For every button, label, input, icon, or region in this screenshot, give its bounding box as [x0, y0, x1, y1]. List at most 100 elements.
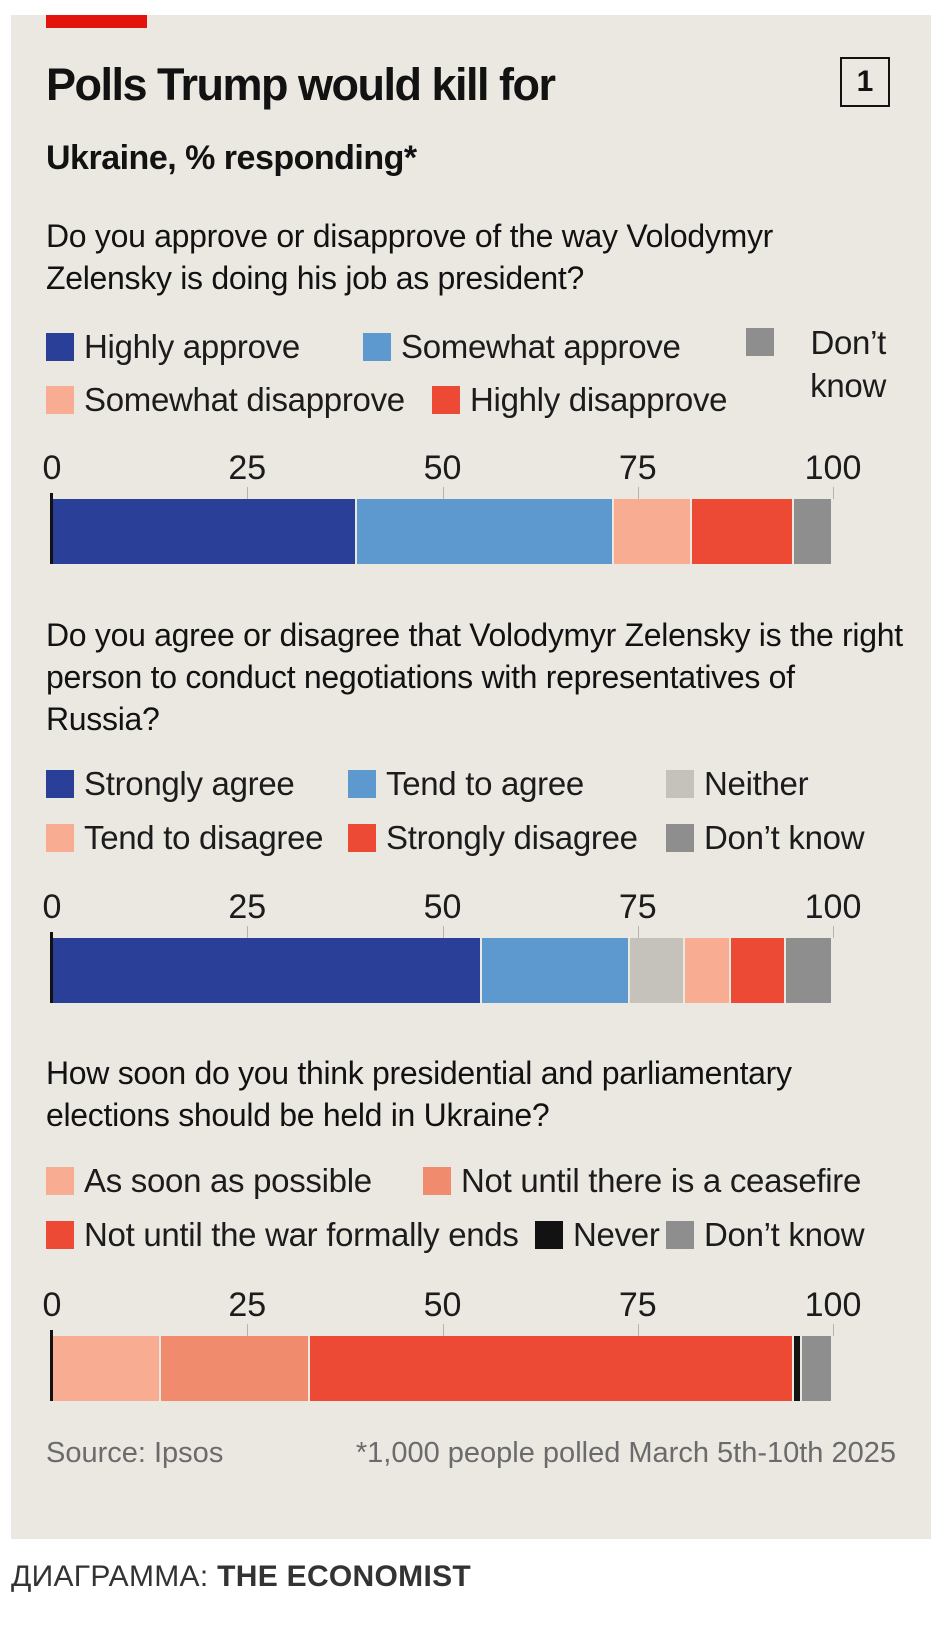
- footnote: *1,000 people polled March 5th-10th 2025: [355, 1437, 896, 1469]
- bar-segment: [52, 499, 355, 564]
- legend-item: Highly approve: [46, 328, 300, 366]
- brand-tab: [46, 15, 147, 28]
- legend-swatch: [666, 1221, 694, 1249]
- tick-label: 25: [228, 1286, 267, 1324]
- credit-name: THE ECONOMIST: [217, 1560, 472, 1593]
- bar-segment: [52, 1336, 160, 1401]
- poll-section-approval: Do you approve or disapprove of the way …: [11, 215, 931, 575]
- tick-label: 25: [228, 449, 267, 487]
- tick-label: 100: [804, 449, 862, 487]
- legend-item: Highly disapprove: [432, 381, 728, 419]
- tick-mark: [442, 926, 444, 938]
- legend-swatch: [363, 333, 391, 361]
- legend-swatch: [46, 1221, 74, 1249]
- tick-label: 75: [618, 888, 657, 926]
- legend-item: As soon as possible: [46, 1162, 372, 1200]
- legend-label: Strongly agree: [84, 765, 295, 802]
- tick-label: 100: [804, 888, 862, 926]
- tick-label: 50: [423, 449, 462, 487]
- stacked-bar: [11, 938, 931, 1003]
- poll-section-negotiations: Do you agree or disagree that Volodymyr …: [11, 614, 931, 1014]
- legend-swatch: [423, 1167, 451, 1195]
- legend-label: Not until the war formally ends: [84, 1216, 519, 1253]
- legend-swatch: [348, 770, 376, 798]
- bar-segment: [731, 938, 785, 1003]
- legend-swatch: [46, 1167, 74, 1195]
- legend-swatch: [46, 386, 74, 414]
- bar-segment: [481, 938, 628, 1003]
- bar-segment: [629, 938, 683, 1003]
- tick-mark: [833, 487, 834, 499]
- poll-section-elections: How soon do you think presidential and p…: [11, 1052, 931, 1412]
- legend-label: Neither: [704, 765, 809, 802]
- question-text: How soon do you think presidential and p…: [46, 1055, 792, 1133]
- zero-line: [50, 932, 53, 1003]
- legend-swatch: [535, 1221, 563, 1249]
- legend-item: Tend to agree: [348, 765, 584, 803]
- legend-swatch: [46, 770, 74, 798]
- legend-label: Not until there is a ceasefire: [461, 1162, 862, 1199]
- tick-label: 75: [618, 449, 657, 487]
- legend-label: Tend to disagree: [84, 819, 324, 856]
- tick-label: 50: [423, 888, 462, 926]
- credit-prefix: ДИАГРАММА:: [11, 1560, 218, 1593]
- legend-item: Never: [535, 1216, 660, 1254]
- legend-label: Highly approve: [84, 328, 300, 365]
- bar-axis: 0 25 50 75 100: [11, 888, 931, 1003]
- legend-swatch: [666, 824, 694, 852]
- chart-title: Polls Trump would kill for: [46, 59, 556, 110]
- tick-label: 75: [618, 1286, 657, 1324]
- legend-label: Highly disapprove: [470, 381, 728, 418]
- tick-mark: [247, 487, 249, 499]
- legend-label: Tend to agree: [386, 765, 584, 802]
- tick-mark: [637, 487, 639, 499]
- legend-item: Somewhat disapprove: [46, 381, 405, 419]
- legend-label: Don’t know: [704, 1216, 865, 1253]
- legend-label: Somewhat disapprove: [84, 381, 405, 418]
- tick-label: 25: [228, 888, 267, 926]
- chart-subtitle: Ukraine, % responding*: [46, 139, 417, 177]
- legend-swatch: [432, 386, 460, 414]
- legend-item: Neither: [666, 765, 809, 803]
- chart-number-badge: 1: [840, 57, 890, 107]
- legend-label: As soon as possible: [84, 1162, 372, 1199]
- legend-item: Strongly agree: [46, 765, 295, 803]
- tick-mark: [442, 487, 444, 499]
- tick-mark: [833, 926, 834, 938]
- source-note: Source: Ipsos: [46, 1437, 224, 1469]
- tick-label: 100: [804, 1286, 862, 1324]
- legend-item-dont-know: [746, 328, 784, 356]
- tick-mark: [247, 1324, 249, 1336]
- bar-segment: [684, 938, 730, 1003]
- bar-segment: [52, 938, 480, 1003]
- tick-mark: [247, 926, 249, 938]
- legend-label-dont-know: Don’t know: [810, 324, 886, 404]
- question-text: Do you agree or disagree that Volodymyr …: [46, 617, 903, 737]
- bar-axis: 0 25 50 75 100: [11, 1286, 931, 1401]
- tick-mark: [637, 1324, 639, 1336]
- legend-swatch: [348, 824, 376, 852]
- bar-segment: [309, 1336, 792, 1401]
- tick-label: 50: [423, 1286, 462, 1324]
- bar-segment: [793, 1336, 800, 1401]
- legend-swatch: [746, 328, 774, 356]
- bar-segment: [793, 499, 831, 564]
- bar-segment: [161, 1336, 308, 1401]
- stacked-bar: [11, 1336, 931, 1401]
- legend-item: Don’t know: [666, 819, 865, 857]
- tick-label: 0: [42, 888, 62, 926]
- tick-mark: [637, 926, 639, 938]
- legend-label: Somewhat approve: [401, 328, 681, 365]
- legend-item: Strongly disagree: [348, 819, 638, 857]
- tick-mark: [833, 1324, 834, 1336]
- bar-segment: [356, 499, 613, 564]
- legend-label: Never: [573, 1216, 660, 1253]
- legend-label: Don’t know: [704, 819, 865, 856]
- legend-item: Somewhat approve: [363, 328, 681, 366]
- legend-swatch: [46, 824, 74, 852]
- question-text: Do you approve or disapprove of the way …: [46, 218, 774, 296]
- legend-swatch: [46, 333, 74, 361]
- legend-item: Not until the war formally ends: [46, 1216, 519, 1254]
- bar-segment: [801, 1336, 831, 1401]
- legend-swatch: [666, 770, 694, 798]
